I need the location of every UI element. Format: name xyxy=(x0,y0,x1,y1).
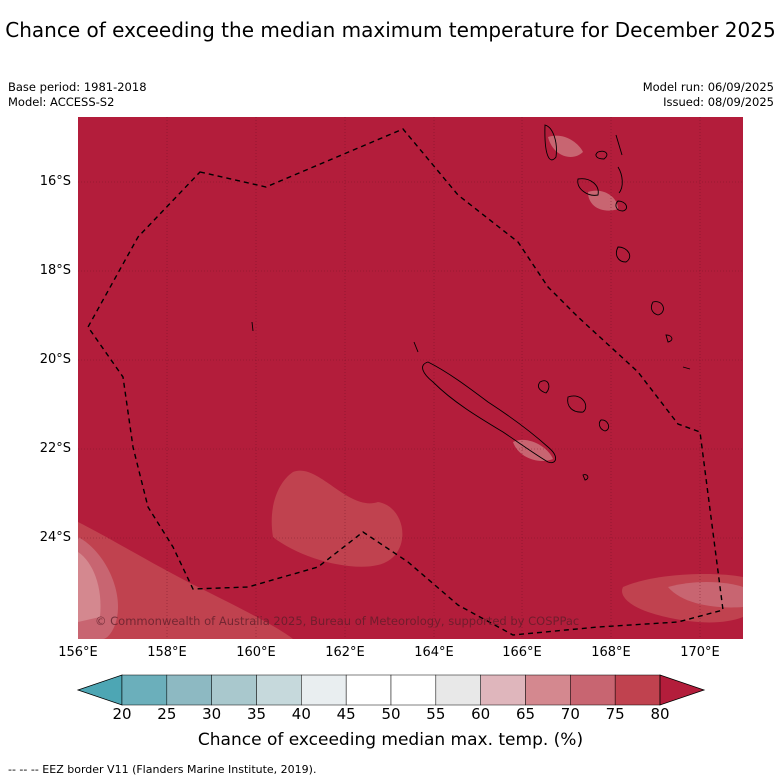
loyalty-island-1 xyxy=(537,380,550,394)
base-period: Base period: 1981-2018 xyxy=(8,80,147,94)
colorbar-tick-label: 45 xyxy=(336,705,356,723)
meta-left: Base period: 1981-2018 Model: ACCESS-S2 xyxy=(8,80,147,110)
colorbar-segment xyxy=(390,674,437,706)
colorbar-tick-label: 65 xyxy=(515,705,536,723)
lat-label-24s: 24°S xyxy=(39,530,71,545)
colorbar-tick-label: 40 xyxy=(291,705,311,723)
colorbar-segment xyxy=(301,674,347,706)
colorbar-segment xyxy=(570,674,616,706)
colorbar-extend-low xyxy=(76,674,123,706)
vanuatu-aneityum xyxy=(665,334,673,343)
lat-label-16s: 16°S xyxy=(39,174,71,189)
colorbar-tick-label: 70 xyxy=(560,705,580,723)
loyalty-island-3 xyxy=(598,419,610,432)
new-caledonia-coast xyxy=(422,361,556,464)
loyalty-island-2 xyxy=(567,395,587,413)
map-panel[interactable]: © Commonwealth of Australia 2025, Bureau… xyxy=(78,117,743,639)
chart-title: Chance of exceeding the median maximum t… xyxy=(5,18,776,42)
shade-60-65-southwest xyxy=(78,552,101,622)
lat-label-22s: 22°S xyxy=(39,441,71,456)
vanuatu-espiritu-santo xyxy=(544,124,557,161)
lon-label-164e: 164°E xyxy=(414,645,454,660)
model-name: Model: ACCESS-S2 xyxy=(8,95,115,109)
vanuatu-island-b xyxy=(615,134,623,156)
vanuatu-island-c xyxy=(617,166,623,194)
lat-label-18s: 18°S xyxy=(39,263,71,278)
colorbar-segment xyxy=(345,674,392,706)
vanuatu-island-a xyxy=(595,150,608,160)
islet-chesterfield xyxy=(251,321,254,332)
colorbar xyxy=(76,674,706,706)
colorbar-segment xyxy=(121,674,168,706)
colorbar-tick-label: 60 xyxy=(471,705,491,723)
eez-border xyxy=(87,128,724,636)
shade-70-75-southwest xyxy=(78,522,293,639)
model-run: Model run: 06/09/2025 xyxy=(642,80,774,94)
lon-label-158e: 158°E xyxy=(147,645,187,660)
colorbar-label: Chance of exceeding median max. temp. (%… xyxy=(197,730,584,750)
meta-right: Model run: 06/09/2025 Issued: 08/09/2025 xyxy=(643,80,774,110)
colorbar-tick-label: 25 xyxy=(157,705,177,723)
lon-label-166e: 166°E xyxy=(502,645,542,660)
vanuatu-efate xyxy=(615,200,628,212)
lon-label-170e: 170°E xyxy=(680,645,720,660)
islet-east xyxy=(682,366,691,370)
colorbar-segment xyxy=(480,674,526,706)
shade-65-70-southeast xyxy=(668,582,743,608)
colorbar-tick-label: 75 xyxy=(605,705,625,723)
colorbar-tick-label: 80 xyxy=(650,705,670,723)
colorbar-segment xyxy=(256,674,302,706)
colorbar-tick-label: 35 xyxy=(246,705,267,723)
map-svg xyxy=(78,117,743,639)
issued-date: Issued: 08/09/2025 xyxy=(663,95,774,109)
lon-label-162e: 162°E xyxy=(325,645,365,660)
colorbar-tick-label: 20 xyxy=(112,705,132,723)
lon-label-156e: 156°E xyxy=(58,645,98,660)
colorbar-tick-label: 55 xyxy=(426,705,446,723)
colorbar-extend-high xyxy=(659,674,706,706)
lat-label-20s: 20°S xyxy=(39,352,71,367)
vanuatu-erromango xyxy=(615,246,631,263)
colorbar-tick-label: 50 xyxy=(381,705,401,723)
shade-70-75-central xyxy=(271,470,403,567)
colorbar-segment xyxy=(525,674,571,706)
colorbar-tick-label: 30 xyxy=(202,705,222,723)
eez-legend-note: -- -- -- EEZ border V11 (Flanders Marine… xyxy=(8,763,317,776)
colorbar-segment xyxy=(614,674,661,706)
lon-label-168e: 168°E xyxy=(591,645,631,660)
map-background xyxy=(78,117,743,639)
islet xyxy=(413,341,419,353)
isle-of-pines xyxy=(582,474,589,481)
gridlines xyxy=(78,117,743,639)
vanuatu-malakula xyxy=(577,178,599,196)
copyright-notice: © Commonwealth of Australia 2025, Bureau… xyxy=(95,614,580,628)
lon-label-160e: 160°E xyxy=(236,645,276,660)
colorbar-segment xyxy=(166,674,212,706)
colorbar-segment xyxy=(435,674,481,706)
colorbar-segment xyxy=(211,674,257,706)
vanuatu-tanna xyxy=(650,301,664,316)
